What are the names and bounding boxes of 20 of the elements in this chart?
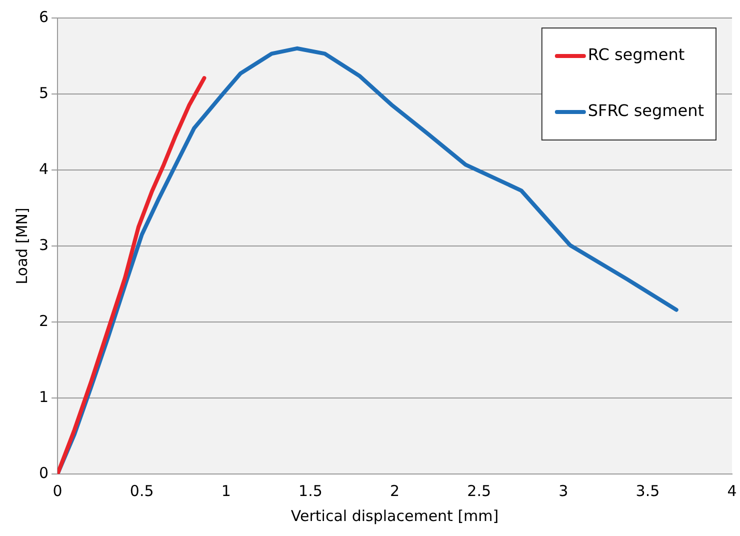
x-tick-label: 3.5 [636,482,660,500]
y-tick-label: 6 [38,8,49,26]
y-tick-label: 0 [38,464,49,482]
x-tick-label: 2 [390,482,400,500]
y-tick-label: 5 [38,84,49,102]
legend-label: RC segment [588,45,685,64]
x-axis-title: Vertical displacement [mm] [290,506,499,525]
x-tick-label: 3 [558,482,568,500]
y-tick-label: 2 [38,312,49,330]
legend-label: SFRC segment [588,101,704,120]
y-tick-label: 1 [38,388,49,406]
x-tick-label: 2.5 [467,482,492,500]
y-axis-title: Load [MN] [12,208,31,284]
x-tick-label: 1 [221,482,231,500]
x-tick-label: 1.5 [298,482,322,500]
x-tick-label: 0.5 [130,482,154,500]
y-tick-label: 4 [38,160,49,178]
y-tick-label: 3 [38,236,49,254]
x-tick-label: 0 [52,482,62,500]
x-tick-label: 4 [727,482,737,500]
